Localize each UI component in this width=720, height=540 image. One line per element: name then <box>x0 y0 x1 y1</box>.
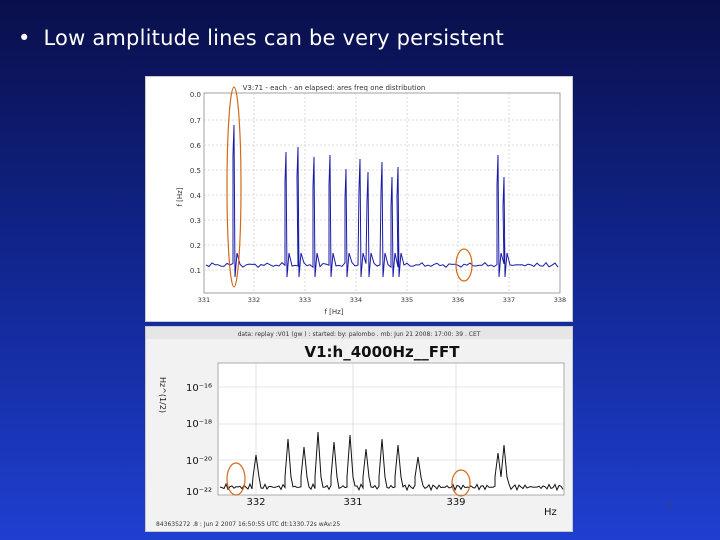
top-x-tick: 334 <box>350 296 362 304</box>
top-x-tick: 335 <box>401 296 413 304</box>
bottom-header-text: data: replay :V01 (gw ) : started: by: p… <box>238 331 481 338</box>
bottom-x-tick: 331 <box>343 497 362 508</box>
top-x-tick: 338 <box>554 296 566 304</box>
bottom-plot-xlabel: Hz <box>544 507 557 518</box>
page-number: 5 <box>666 500 673 513</box>
bottom-header-bar <box>146 327 572 339</box>
top-y-tick: 0.2 <box>190 242 201 250</box>
top-trace-line <box>205 124 559 278</box>
bottom-plot-area <box>217 362 565 496</box>
bottom-x-tick: 339 <box>446 497 465 508</box>
top-highlight-ellipse <box>226 86 242 288</box>
bottom-plot-title: V1:h_4000Hz__FFT <box>305 343 461 361</box>
bottom-y-tick: 10⁻¹⁸ <box>186 419 212 430</box>
top-x-tick: 332 <box>248 296 260 304</box>
top-plot-svg: V3:71 - each - an elapsed: ares freq one… <box>176 84 566 316</box>
top-highlight-ellipse <box>455 248 473 282</box>
bottom-x-tick: 332 <box>246 497 265 508</box>
bottom-y-tick: 10⁻¹⁶ <box>186 383 212 394</box>
bottom-plot-svg: data: replay :V01 (gw ) : started: by: p… <box>146 327 572 528</box>
top-x-tick: 336 <box>452 296 464 304</box>
bottom-plot-ylabel: Hz^(1/2) <box>158 377 167 413</box>
top-plot-panel: V3:71 - each - an elapsed: ares freq one… <box>145 76 573 322</box>
bottom-plot-trace <box>219 431 564 492</box>
bullet-icon: • <box>18 26 31 50</box>
top-x-tick: 337 <box>503 296 515 304</box>
top-plot-ylabel: f [Hz] <box>176 187 184 206</box>
top-y-tick: 0.3 <box>190 217 201 225</box>
bottom-highlight-ellipse <box>451 469 471 497</box>
top-plot-title: V3:71 - each - an elapsed: ares freq one… <box>243 84 426 92</box>
top-y-tick: 0.7 <box>190 117 201 125</box>
top-y-tick: 0.4 <box>190 192 202 200</box>
bullet-text: • Low amplitude lines can be very persis… <box>18 26 504 50</box>
top-x-tick: 333 <box>299 296 311 304</box>
top-plot-trace <box>205 124 559 278</box>
bottom-highlight-ellipse <box>226 462 246 496</box>
top-plot-grid <box>204 93 560 293</box>
top-y-tick: 0.5 <box>190 167 201 175</box>
top-y-tick: 0.0 <box>190 91 201 99</box>
slide-heading: Low amplitude lines can be very persiste… <box>43 26 504 50</box>
bottom-y-tick: 10⁻²⁰ <box>186 456 212 467</box>
bottom-trace-line <box>219 431 564 492</box>
bottom-y-tick: 10⁻²² <box>186 487 212 498</box>
top-y-tick: 0.1 <box>190 267 201 275</box>
top-y-tick: 0.6 <box>190 142 202 150</box>
bottom-plot-panel: data: replay :V01 (gw ) : started: by: p… <box>145 326 573 532</box>
top-x-tick: 331 <box>198 296 210 304</box>
bottom-footer-text: 843635272 .8 : Jun 2 2007 16:50:55 UTC d… <box>156 521 340 528</box>
top-plot-xlabel: f [Hz] <box>324 308 343 316</box>
